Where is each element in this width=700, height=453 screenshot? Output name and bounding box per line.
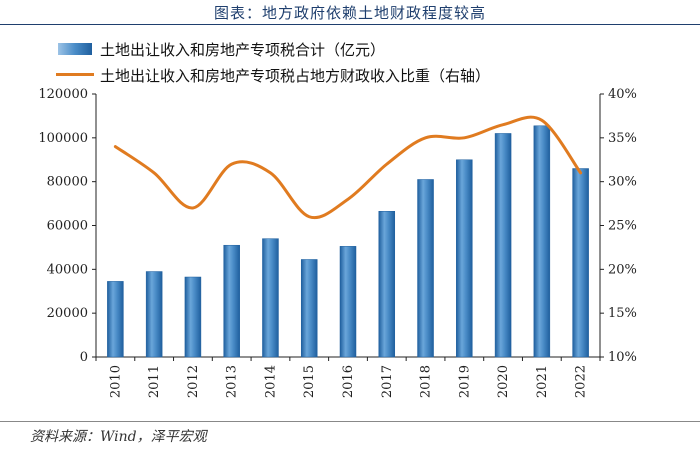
bar-2018	[417, 179, 434, 358]
y-right-tick-label: 40%	[608, 87, 637, 102]
x-tick-label: 2015	[302, 365, 317, 398]
x-tick-label: 2013	[225, 365, 240, 398]
bar-2010	[107, 281, 124, 358]
bar-series	[107, 125, 589, 358]
y-left-tick-label: 0	[80, 350, 88, 365]
x-tick-label: 2019	[457, 365, 472, 398]
axis-labels: 0 20000 40000 60000 80000 100000 120000 10% 15% 2…	[38, 87, 637, 398]
y-left-tick-label: 40000	[47, 262, 88, 277]
bar-2013	[223, 244, 240, 358]
y-right-tick-label: 25%	[608, 219, 637, 234]
legend-bar-swatch	[58, 43, 92, 55]
source-divider	[0, 421, 700, 422]
bar-2011	[145, 271, 163, 358]
chart-title: 图表：地方政府依赖土地财政程度较高	[213, 4, 486, 22]
y-left-tick-label: 80000	[47, 175, 88, 190]
y-left-tick-label: 20000	[47, 306, 88, 321]
x-tick-label: 2014	[263, 365, 278, 398]
bar-2022	[572, 168, 589, 358]
y-right-tick-label: 35%	[608, 131, 637, 146]
bar-2012	[184, 276, 202, 358]
y-right-tick-label: 10%	[608, 350, 637, 365]
source-note: 资料来源：Wind，泽平宏观	[30, 429, 207, 445]
x-tick-label: 2010	[108, 365, 123, 398]
x-tick-label: 2022	[574, 365, 589, 398]
y-right-tick-label: 30%	[608, 175, 637, 190]
x-tick-label: 2012	[186, 365, 201, 398]
legend-line-swatch	[56, 73, 94, 76]
legend-line-label: 土地出让收入和房地产专项税占地方财政收入比重（右轴）	[100, 67, 491, 85]
x-tick-label: 2020	[496, 365, 511, 398]
x-tick-label: 2011	[147, 365, 162, 398]
bar-2021	[533, 125, 551, 358]
x-tick-label: 2021	[535, 365, 550, 398]
bar-2019	[456, 159, 473, 358]
bar-2020	[494, 133, 512, 358]
y-left-tick-label: 60000	[47, 219, 88, 234]
y-right-tick-label: 15%	[608, 306, 637, 321]
line-series	[113, 115, 583, 220]
title-divider	[0, 24, 700, 25]
x-tick-label: 2018	[419, 365, 434, 398]
x-tick-label: 2017	[380, 365, 395, 398]
legend-bar-label: 土地出让收入和房地产专项税合计（亿元）	[100, 41, 386, 59]
y-left-tick-label: 100000	[38, 131, 88, 146]
bar-2015	[300, 259, 318, 358]
y-left-tick-label: 120000	[38, 87, 88, 102]
bar-2017	[378, 211, 396, 358]
x-tick-label: 2016	[341, 365, 356, 398]
bar-2014	[262, 238, 279, 358]
y-right-tick-label: 20%	[608, 262, 637, 277]
bar-2016	[339, 246, 357, 358]
